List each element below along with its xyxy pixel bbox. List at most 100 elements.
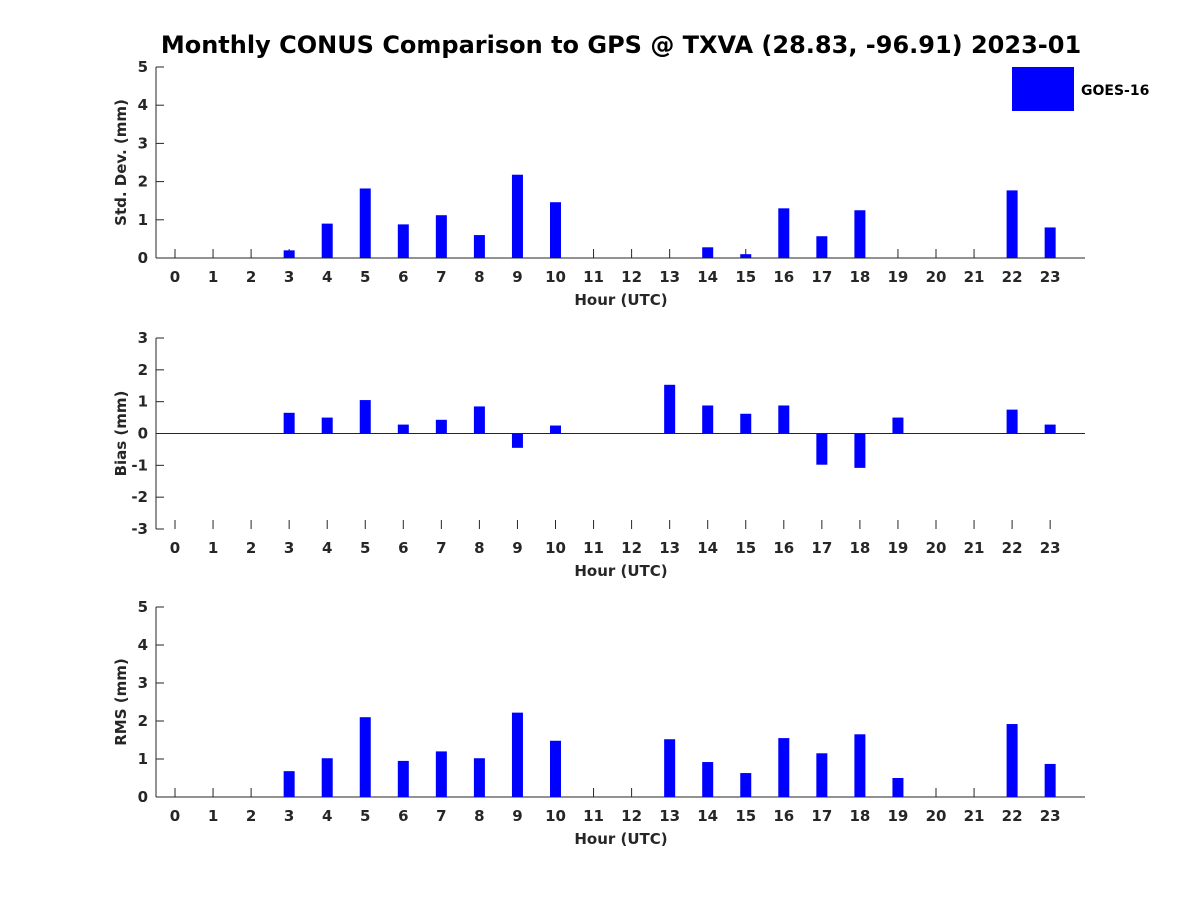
y-tick-label: 2 xyxy=(138,361,148,379)
x-tick-label: 21 xyxy=(964,539,985,557)
x-tick-label: 5 xyxy=(360,539,370,557)
x-tick-label: 1 xyxy=(208,807,218,825)
x-tick-label: 2 xyxy=(246,268,256,286)
x-tick-label: 23 xyxy=(1040,268,1061,286)
bar xyxy=(473,406,485,434)
x-tick-label: 21 xyxy=(964,268,985,286)
x-tick-label: 2 xyxy=(246,807,256,825)
y-tick-label: 1 xyxy=(138,750,148,768)
x-tick-label: 9 xyxy=(512,539,522,557)
x-tick-label: 18 xyxy=(849,268,870,286)
x-tick-label: 20 xyxy=(926,539,947,557)
bar xyxy=(778,208,790,258)
x-tick-label: 9 xyxy=(512,807,522,825)
x-tick-label: 5 xyxy=(360,268,370,286)
x-tick-label: 11 xyxy=(583,807,604,825)
bar xyxy=(1006,724,1018,797)
x-tick-label: 8 xyxy=(474,539,484,557)
x-tick-label: 15 xyxy=(735,539,756,557)
bar xyxy=(283,412,295,434)
y-axis-label: Bias (mm) xyxy=(112,391,130,477)
x-tick-label: 20 xyxy=(926,807,947,825)
x-tick-label: 7 xyxy=(436,268,446,286)
y-tick-label: 0 xyxy=(138,249,148,267)
bar xyxy=(816,753,828,797)
x-tick-label: 4 xyxy=(322,807,332,825)
bar xyxy=(1044,424,1056,434)
bar xyxy=(816,236,828,258)
x-tick-label: 6 xyxy=(398,539,408,557)
x-tick-label: 0 xyxy=(170,539,180,557)
y-tick-label: 5 xyxy=(138,58,148,76)
bar xyxy=(1006,190,1018,258)
bar xyxy=(359,400,371,434)
x-tick-label: 1 xyxy=(208,539,218,557)
x-tick-label: 2 xyxy=(246,539,256,557)
bar xyxy=(892,778,904,797)
x-tick-label: 15 xyxy=(735,268,756,286)
x-tick-label: 17 xyxy=(811,807,832,825)
legend-swatch xyxy=(1012,67,1074,111)
x-tick-label: 8 xyxy=(474,807,484,825)
bar xyxy=(854,433,866,468)
y-axis-label: Std. Dev. (mm) xyxy=(112,99,130,226)
x-tick-label: 11 xyxy=(583,539,604,557)
bar xyxy=(550,202,561,258)
bar xyxy=(816,433,828,465)
x-tick-label: 12 xyxy=(621,807,642,825)
x-tick-label: 11 xyxy=(583,268,604,286)
x-tick-label: 15 xyxy=(735,807,756,825)
x-tick-label: 12 xyxy=(621,539,642,557)
bar xyxy=(511,712,523,797)
x-tick-label: 19 xyxy=(888,807,909,825)
x-tick-label: 0 xyxy=(170,807,180,825)
x-tick-label: 3 xyxy=(284,807,294,825)
x-tick-label: 0 xyxy=(170,268,180,286)
x-tick-label: 22 xyxy=(1002,268,1023,286)
bar xyxy=(473,235,485,258)
x-axis-label: Hour (UTC) xyxy=(574,562,667,580)
x-tick-label: 6 xyxy=(398,268,408,286)
bar xyxy=(1006,409,1018,434)
bar xyxy=(550,425,561,434)
bar xyxy=(397,424,409,434)
y-tick-label: -1 xyxy=(131,456,148,474)
y-tick-label: 3 xyxy=(138,329,148,347)
y-tick-label: 2 xyxy=(138,712,148,730)
bar xyxy=(359,188,371,258)
x-tick-label: 19 xyxy=(888,539,909,557)
bar xyxy=(321,223,333,258)
y-tick-label: 1 xyxy=(138,393,148,411)
bar xyxy=(435,751,447,797)
bar xyxy=(397,760,409,797)
y-tick-label: 4 xyxy=(138,96,148,114)
x-tick-label: 9 xyxy=(512,268,522,286)
x-tick-label: 16 xyxy=(773,539,794,557)
bar xyxy=(511,174,523,258)
bar xyxy=(397,224,409,258)
y-tick-label: 5 xyxy=(138,598,148,616)
x-tick-label: 7 xyxy=(436,807,446,825)
bar xyxy=(435,419,447,434)
chart-title: Monthly CONUS Comparison to GPS @ TXVA (… xyxy=(161,31,1081,59)
x-tick-label: 6 xyxy=(398,807,408,825)
bar xyxy=(854,210,866,258)
bar xyxy=(702,762,714,797)
x-tick-label: 13 xyxy=(659,807,680,825)
x-tick-label: 5 xyxy=(360,807,370,825)
bar xyxy=(664,384,676,434)
bar xyxy=(359,717,371,797)
y-tick-label: -2 xyxy=(131,488,148,506)
y-tick-label: 3 xyxy=(138,674,148,692)
x-tick-label: 16 xyxy=(773,807,794,825)
bar xyxy=(473,758,485,797)
y-tick-label: 2 xyxy=(138,173,148,191)
x-tick-label: 13 xyxy=(659,268,680,286)
bar xyxy=(740,254,752,258)
bar xyxy=(892,417,904,434)
